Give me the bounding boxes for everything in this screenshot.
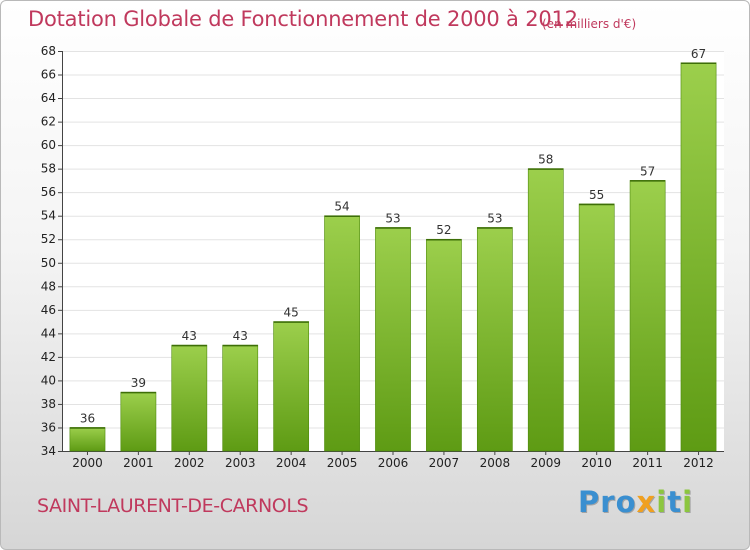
y-tick-label: 38 (41, 397, 56, 411)
y-tick-label: 56 (41, 185, 56, 199)
bar-value-label: 43 (233, 329, 248, 343)
axes (58, 51, 724, 455)
y-tick-label: 34 (41, 444, 56, 458)
y-tick-label: 62 (41, 115, 56, 129)
bar-value-label: 53 (487, 211, 502, 225)
logo-letter: P (578, 485, 601, 519)
logo-letter: r (600, 485, 616, 519)
x-tick-label: 2007 (429, 456, 460, 470)
bar-value-label: 55 (589, 188, 604, 202)
chart-unit: (en milliers d'€) (542, 17, 637, 31)
y-tick-label: 44 (41, 326, 56, 340)
bars (69, 62, 717, 452)
logo-letter: i (682, 485, 694, 519)
bar (629, 180, 666, 452)
commune-name: SAINT-LAURENT-DE-CARNOLS (37, 495, 309, 517)
chart-title: Dotation Globale de Fonctionnement de 20… (28, 7, 578, 31)
logo-letter: t (667, 485, 683, 519)
y-tick-label: 50 (41, 256, 56, 270)
x-tick-label: 2003 (225, 456, 256, 470)
bar-value-label: 39 (131, 376, 146, 390)
labels: 34 36 38 40 42 44 46 48 50 52 54 56 58 60 62 64 66 68 36 20… (41, 44, 714, 470)
bar-value-label: 53 (385, 211, 400, 225)
logo-letter: x (636, 485, 657, 519)
bar (426, 238, 462, 452)
y-tick-label: 66 (41, 68, 56, 82)
bar (527, 168, 564, 452)
y-tick-label: 52 (41, 232, 56, 246)
bar (69, 427, 106, 452)
x-tick-label: 2012 (683, 456, 714, 470)
bar-value-label: 54 (334, 200, 349, 214)
logo-letter: i (656, 485, 668, 519)
logo-letter: o (615, 485, 637, 519)
bar (222, 344, 259, 452)
x-tick-label: 2009 (530, 456, 561, 470)
y-tick-label: 60 (41, 138, 56, 152)
bar-value-label: 52 (436, 223, 451, 237)
x-tick-label: 2004 (276, 456, 307, 470)
x-tick-label: 2008 (480, 456, 511, 470)
y-tick-label: 58 (41, 162, 56, 176)
y-tick-label: 42 (41, 350, 56, 364)
y-tick-label: 46 (41, 303, 56, 317)
bar (171, 344, 208, 452)
x-tick-label: 2005 (327, 456, 358, 470)
bar (273, 321, 310, 452)
x-tick-label: 2001 (123, 456, 154, 470)
bar-value-label: 43 (182, 329, 197, 343)
bar-value-label: 67 (691, 47, 706, 61)
bar-value-label: 57 (640, 164, 655, 178)
bar (578, 203, 615, 452)
bar (375, 227, 411, 452)
bar (324, 215, 360, 452)
proxiti-logo[interactable]: Proxiti (578, 485, 693, 519)
y-tick-label: 48 (41, 279, 56, 293)
bar (120, 391, 157, 452)
bar (680, 62, 717, 452)
x-tick-label: 2006 (378, 456, 409, 470)
y-tick-label: 36 (41, 420, 56, 434)
x-tick-label: 2011 (632, 456, 663, 470)
x-tick-label: 2000 (72, 456, 103, 470)
bar (476, 227, 513, 452)
x-tick-label: 2010 (581, 456, 612, 470)
x-tick-label: 2002 (174, 456, 205, 470)
bar-value-label: 36 (80, 411, 95, 425)
y-tick-label: 68 (41, 44, 56, 58)
bar-value-label: 58 (538, 153, 553, 167)
y-tick-label: 54 (41, 209, 56, 223)
bar-value-label: 45 (284, 306, 299, 320)
y-tick-label: 40 (41, 373, 56, 387)
y-tick-label: 64 (41, 91, 56, 105)
